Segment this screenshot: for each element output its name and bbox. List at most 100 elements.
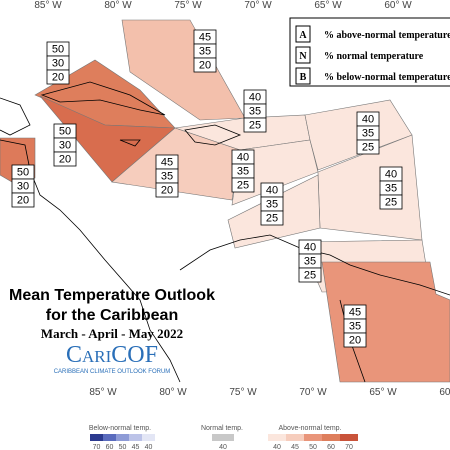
longitude-label: 60° W <box>384 0 412 11</box>
probability-value: 50 <box>59 125 71 137</box>
probability-value: 20 <box>349 334 361 346</box>
probability-value: 35 <box>385 182 397 194</box>
probability-value: 45 <box>349 306 361 318</box>
logo-subtitle: CARIBBEAN CLIMATE OUTLOOK FORUM <box>54 369 171 375</box>
probability-value: 40 <box>249 91 261 103</box>
colorbar-label: Below-normal temp. <box>89 425 151 432</box>
probability-value: 40 <box>237 151 249 163</box>
key-text: % normal temperature <box>324 51 424 62</box>
colorbar-tick: 50 <box>309 444 317 450</box>
probability-cell <box>243 117 267 133</box>
probability-value: 40 <box>385 168 397 180</box>
probability-value: 35 <box>237 165 249 177</box>
key-text: % above-normal temperature <box>324 30 450 41</box>
key-letter-box <box>295 25 311 43</box>
probability-value: 35 <box>161 170 173 182</box>
coastline <box>0 97 181 383</box>
coastline <box>119 124 242 147</box>
longitude-label: 75° W <box>174 0 202 11</box>
colorbar-swatch <box>103 434 116 441</box>
probability-value: 35 <box>199 45 211 57</box>
title: for the Caribbean <box>46 307 178 324</box>
colorbar-swatch <box>322 434 340 441</box>
probability-value: 30 <box>59 139 71 151</box>
probability-value: 30 <box>17 180 29 192</box>
probability-value: 25 <box>249 119 261 131</box>
key-letter-box <box>295 67 311 85</box>
probability-value: 35 <box>266 198 278 210</box>
longitude-label: 75° W <box>229 387 257 398</box>
colorbar-swatch <box>142 434 155 441</box>
colorbar-swatch <box>286 434 304 441</box>
key-letter: A <box>299 30 307 41</box>
probability-boxes: 45 35 20 50 30 20 50 30 20 50 30 20 40 35 25 45 35 20 40 35… <box>11 29 403 348</box>
colorbar-tick: 50 <box>119 444 127 450</box>
period: March - April - May 2022 <box>41 326 183 341</box>
longitude-label: 70° W <box>299 387 327 398</box>
key-letter: B <box>300 72 307 83</box>
longitude-label: 80° W <box>159 387 187 398</box>
probability-value: 40 <box>362 113 374 125</box>
colorbar-tick: 60 <box>106 444 114 450</box>
probability-cell <box>193 57 217 73</box>
probability-value: 25 <box>266 212 278 224</box>
colorbar-tick: 60 <box>327 444 335 450</box>
colorbar-label: Above-normal temp. <box>278 425 341 432</box>
longitude-label: 70° W <box>244 0 272 11</box>
key-letter-box <box>295 46 311 64</box>
probability-cell <box>379 194 403 210</box>
probability-value: 45 <box>161 156 173 168</box>
region <box>321 261 450 383</box>
colorbar-swatch <box>116 434 129 441</box>
probability-value: 50 <box>52 43 64 55</box>
probability-cell <box>298 267 322 283</box>
colorbar-tick: 40 <box>145 444 153 450</box>
probability-value: 35 <box>349 320 361 332</box>
probability-value: 20 <box>52 71 64 83</box>
colorbar-tick: 45 <box>291 444 299 450</box>
probability-value: 45 <box>199 31 211 43</box>
colorbar-tick: 40 <box>273 444 281 450</box>
key: A % above-normal temperature N % normal tem… <box>289 17 450 87</box>
probability-value: 40 <box>304 241 316 253</box>
probability-cell <box>46 69 70 85</box>
colorbar-swatch <box>268 434 286 441</box>
probability-cell <box>231 177 255 193</box>
title: Mean Temperature Outlook <box>9 287 215 304</box>
logo: CariCOF <box>66 342 158 368</box>
colorbar-swatch <box>304 434 322 441</box>
probability-cell <box>155 182 179 198</box>
probability-value: 25 <box>385 196 397 208</box>
probability-cell <box>53 151 77 167</box>
probability-value: 35 <box>304 255 316 267</box>
probability-value: 20 <box>161 184 173 196</box>
probability-value: 25 <box>304 269 316 281</box>
longitude-label: 80° W <box>104 0 132 11</box>
longitude-label: 85° W <box>89 387 117 398</box>
longitude-label: 60° W <box>439 387 450 398</box>
probability-value: 20 <box>199 59 211 71</box>
colorbar-tick: 45 <box>132 444 140 450</box>
key-letter: N <box>299 51 307 62</box>
probability-value: 30 <box>52 57 64 69</box>
probability-value: 25 <box>237 179 249 191</box>
colorbar-label: Normal temp. <box>201 425 243 432</box>
coastline <box>40 81 166 116</box>
probability-cell <box>11 192 35 208</box>
colorbar-swatch <box>90 434 103 441</box>
probability-value: 20 <box>59 153 71 165</box>
colorbar-swatch <box>129 434 142 441</box>
probability-value: 25 <box>362 141 374 153</box>
colorbar-tick: 40 <box>219 444 227 450</box>
probability-cell <box>260 210 284 226</box>
probability-cell <box>356 139 380 155</box>
probability-value: 20 <box>17 194 29 206</box>
longitude-label: 65° W <box>369 387 397 398</box>
key-box <box>289 17 450 87</box>
longitude-label: 65° W <box>314 0 342 11</box>
colorbar-tick: 70 <box>93 444 101 450</box>
colorbar-swatch <box>212 434 234 441</box>
key-text: % below-normal temperature <box>324 72 450 83</box>
longitude-label: 85° W <box>34 0 62 11</box>
